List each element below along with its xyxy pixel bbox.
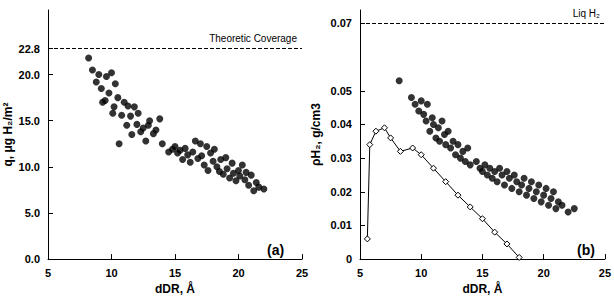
svg-text:0.07: 0.07 (331, 17, 352, 29)
svg-text:dDR, Å: dDR, Å (155, 281, 195, 296)
svg-text:15.0: 15.0 (19, 115, 40, 127)
svg-text:15: 15 (476, 267, 488, 279)
svg-text:dDR, Å: dDR, Å (462, 281, 502, 296)
svg-text:10: 10 (105, 267, 117, 279)
svg-text:20: 20 (232, 267, 244, 279)
svg-text:22.8: 22.8 (19, 43, 40, 55)
svg-text:0.01: 0.01 (331, 219, 352, 231)
svg-text:0.03: 0.03 (331, 152, 352, 164)
svg-text:25: 25 (296, 267, 308, 279)
svg-text:0.05: 0.05 (331, 85, 352, 97)
svg-text:5: 5 (45, 267, 51, 279)
svg-text:0.02: 0.02 (331, 186, 352, 198)
svg-text:(b): (b) (577, 242, 595, 258)
svg-text:q, μg H₂/m²: q, μg H₂/m² (1, 103, 15, 167)
svg-text:Theoretic Coverage: Theoretic Coverage (209, 33, 297, 44)
svg-text:25: 25 (599, 267, 611, 279)
svg-text:5: 5 (357, 267, 363, 279)
svg-text:10: 10 (415, 267, 427, 279)
svg-text:20.0: 20.0 (19, 69, 40, 81)
svg-text:5.0: 5.0 (25, 207, 40, 219)
svg-text:Liq H₂: Liq H₂ (573, 8, 600, 19)
svg-text:20: 20 (538, 267, 550, 279)
svg-text:0.04: 0.04 (331, 118, 353, 130)
svg-text:ρH₂, g/cm3: ρH₂, g/cm3 (309, 103, 323, 166)
svg-text:15: 15 (169, 267, 181, 279)
svg-text:(a): (a) (267, 242, 284, 258)
svg-text:10.0: 10.0 (19, 161, 40, 173)
svg-text:0: 0 (346, 253, 352, 265)
svg-text:0.0: 0.0 (25, 253, 40, 265)
